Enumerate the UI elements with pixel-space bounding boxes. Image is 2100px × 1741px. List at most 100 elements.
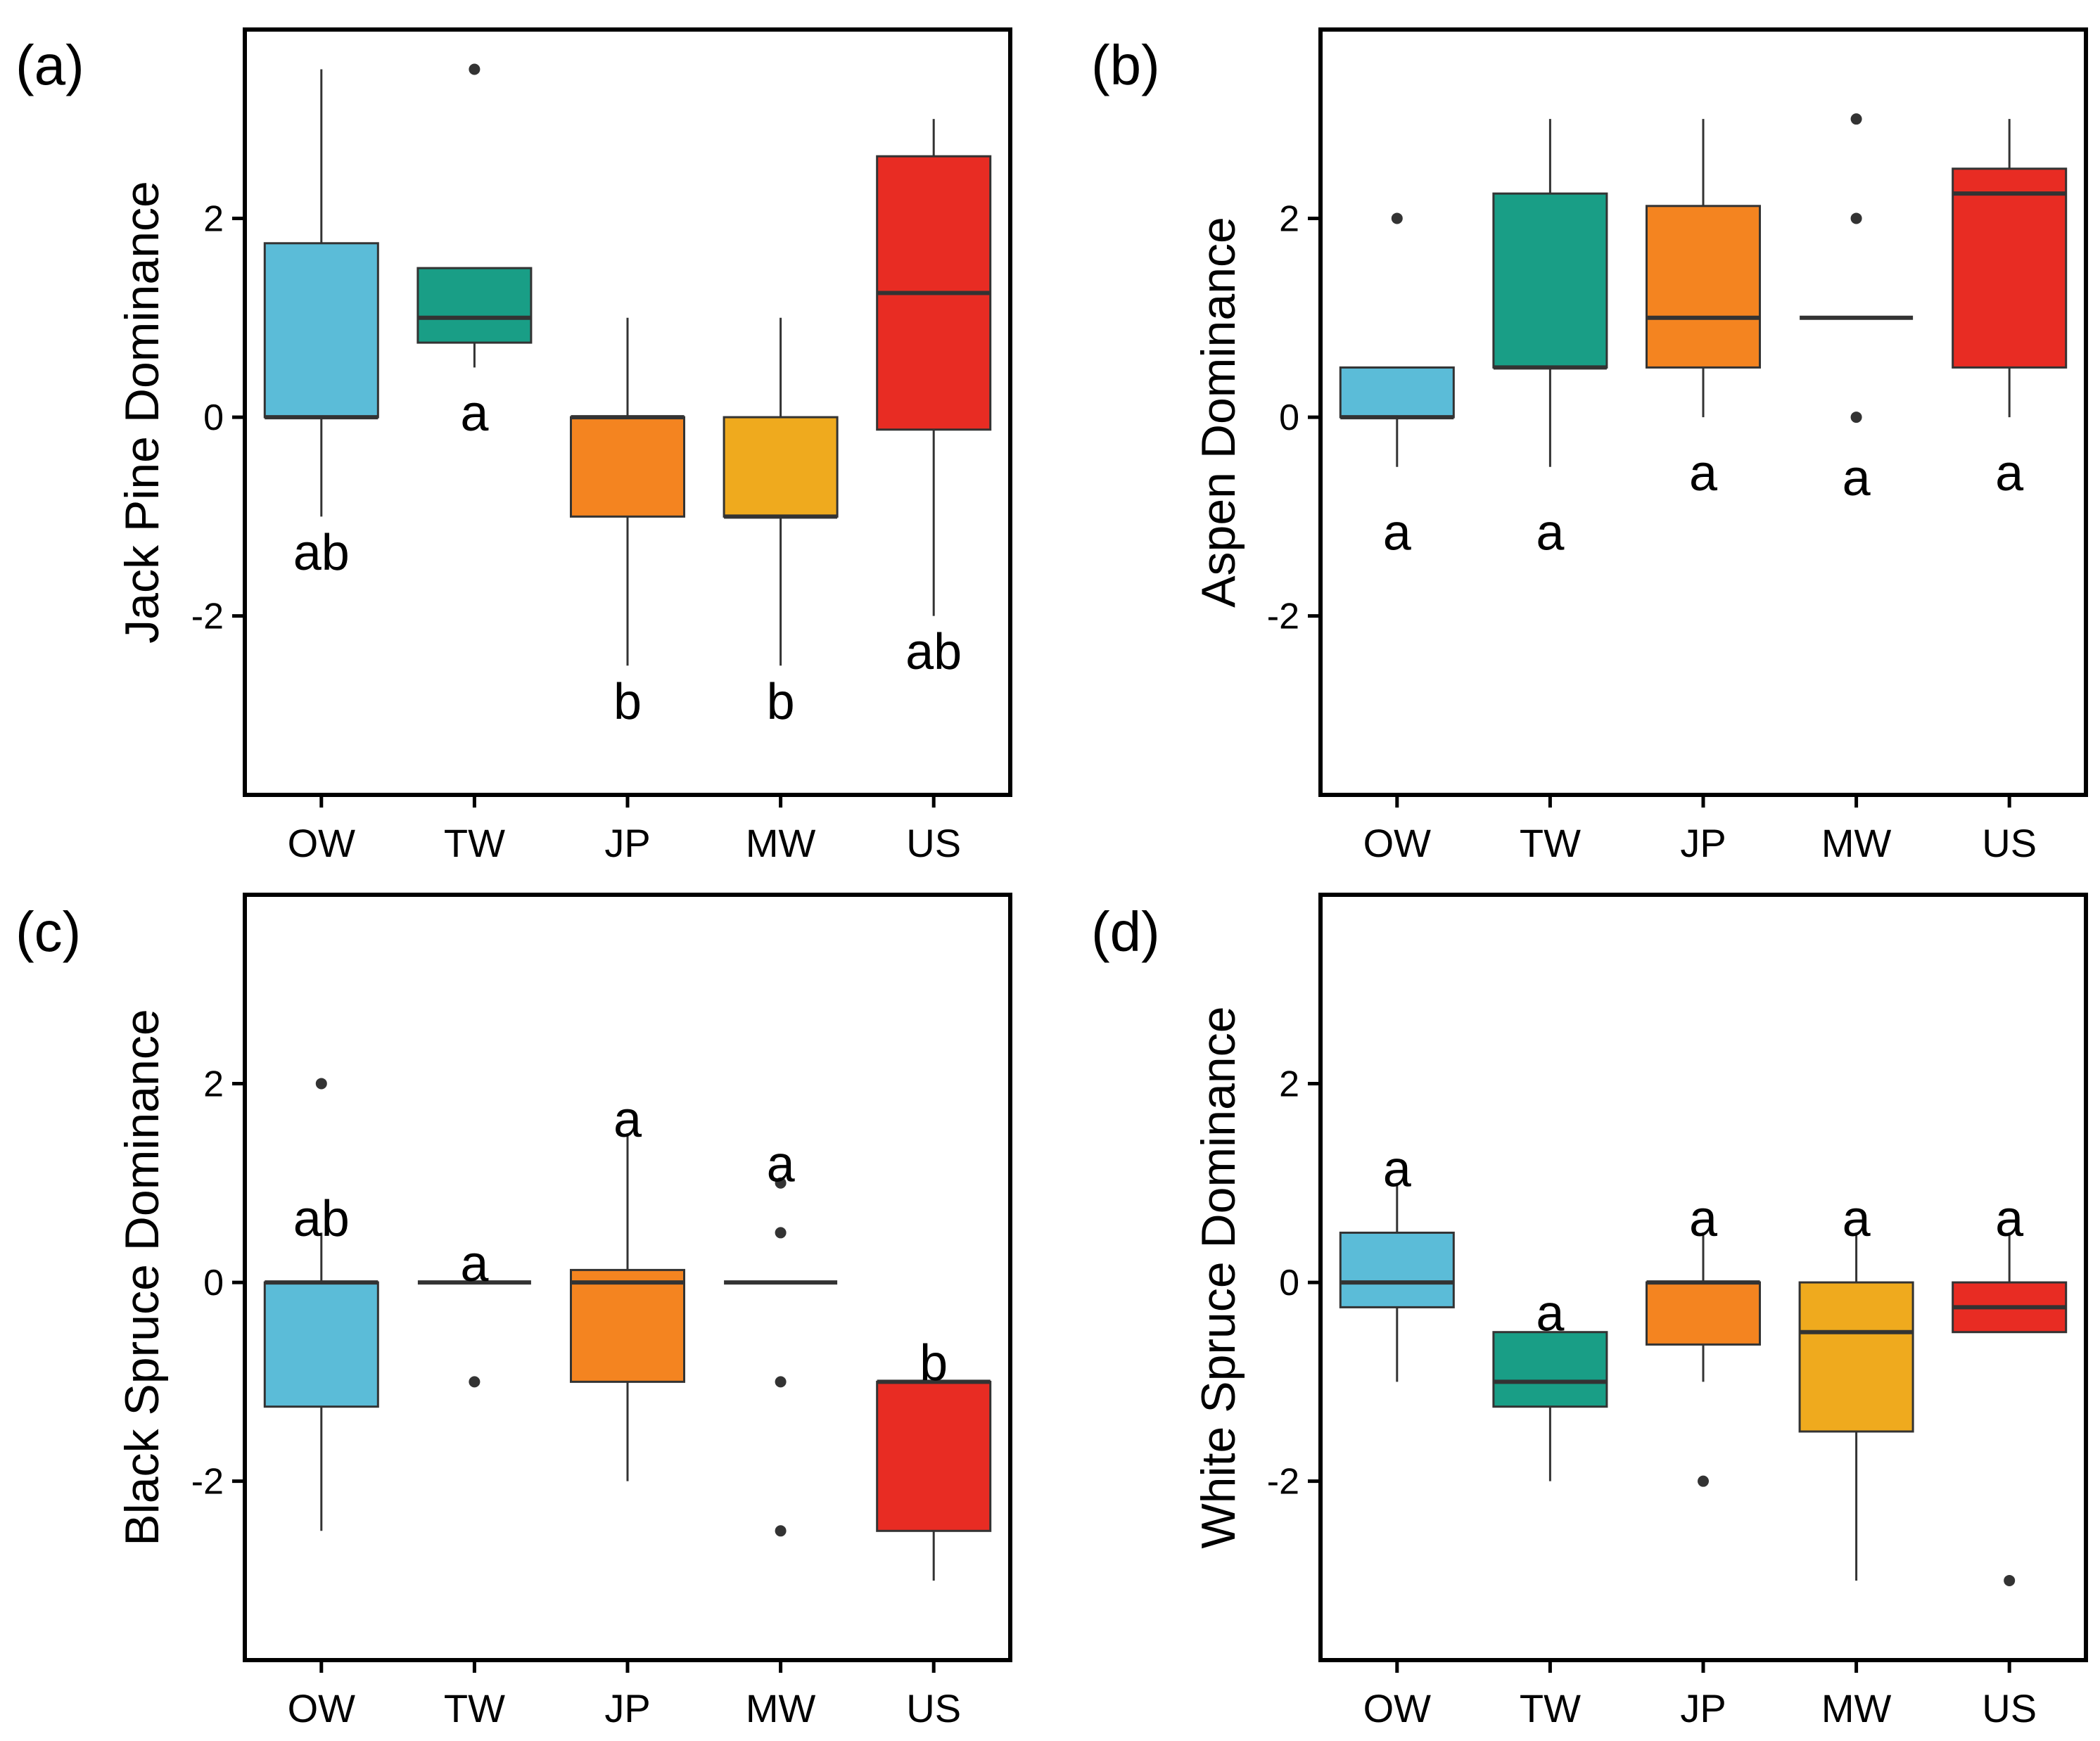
panel-b-tw-significance-letter: a (1536, 505, 1565, 561)
panel-c-x-tick-label-us: US (906, 1686, 961, 1730)
panel-b-y-tick-label: -2 (1267, 597, 1299, 637)
panel-a-mw-box (723, 416, 839, 518)
panel-c-x-tick-label-mw: MW (746, 1686, 816, 1730)
panel-d-us-significance-letter: a (1995, 1191, 2024, 1247)
panel-d-y-tick-label: 2 (1279, 1064, 1299, 1104)
panel-b-ow-box (1339, 366, 1455, 419)
panel-a-tw-box (416, 267, 533, 344)
panel-a-y-tick-label: 0 (203, 397, 224, 438)
panel-d-tw-box (1492, 1331, 1608, 1408)
panel-c-jp-significance-letter: a (613, 1092, 642, 1148)
panel-c-ow-box (263, 1281, 379, 1408)
panel-a-x-tick-label-ow: OW (288, 821, 356, 865)
panel-c-ow-significance-letter: ab (293, 1191, 350, 1247)
panel-c-y-tick-label: 0 (203, 1263, 224, 1303)
panel-d-x-tick-label-tw: TW (1520, 1686, 1581, 1730)
panel-b-y-tick-label: 2 (1279, 198, 1299, 239)
panel-b-mw-significance-letter: a (1843, 450, 1871, 506)
panel-a-us-significance-letter: ab (905, 624, 962, 680)
panel-d-us-outlier (2004, 1574, 2016, 1586)
panel-b-ow-outlier (1391, 212, 1403, 224)
panel-d-ow-significance-letter: a (1383, 1142, 1412, 1198)
panel-c: (c) Black Spruce Dominance -2 0 2 OW TW JP MW U… (15, 893, 1012, 1730)
panel-b-mw-outlier (1850, 113, 1862, 125)
panel-c-x-tick-label-ow: OW (288, 1686, 356, 1730)
panel-d-mw-box (1798, 1281, 1914, 1433)
panel-b-tw-box (1492, 192, 1608, 369)
panel-a-tw-significance-letter: a (460, 385, 489, 442)
panel-d-ow-box (1339, 1231, 1455, 1308)
panel-b-jp-box (1645, 205, 1762, 369)
panel-b: (b) Aspen Dominance -2 0 2 OW TW JP MW US a a a a a (1091, 27, 2088, 865)
panel-a-label: (a) (15, 34, 84, 96)
panel-b-mw-outlier (1850, 212, 1862, 224)
panel-d-y-axis-label: White Spruce Dominance (1192, 1006, 1245, 1548)
panel-a-ow-significance-letter: ab (293, 525, 350, 581)
panel-b-ow-significance-letter: a (1383, 505, 1412, 561)
panel-d-y-tick-label: -2 (1267, 1462, 1299, 1503)
panel-a-ow-box (263, 242, 379, 419)
panel-a-tw-outlier (469, 63, 481, 75)
panel-b-x-tick-label-us: US (1982, 821, 2037, 865)
panel-c-mw-outlier (775, 1525, 787, 1537)
panel-b-plot: -2 0 2 OW TW JP MW US a a a a a (1267, 113, 2068, 865)
panel-b-us-significance-letter: a (1995, 445, 2024, 502)
panel-c-mw-outlier (775, 1177, 787, 1189)
panel-b-x-tick-label-ow: OW (1363, 821, 1432, 865)
panel-a-frame (243, 27, 1012, 797)
panel-d-x-tick-label-jp: JP (1680, 1686, 1726, 1730)
panel-b-y-axis-label: Aspen Dominance (1192, 217, 1245, 608)
panel-a-jp-significance-letter: b (613, 674, 642, 730)
panel-c-y-tick-label: -2 (191, 1462, 224, 1503)
panel-b-jp-significance-letter: a (1689, 445, 1718, 502)
panel-a-mw-significance-letter: b (767, 674, 795, 730)
panel-d-jp-significance-letter: a (1689, 1191, 1718, 1247)
panel-a-y-tick-label: 2 (203, 198, 224, 239)
panel-b-us-box (1952, 167, 2068, 369)
panel-c-y-axis-label: Black Spruce Dominance (115, 1009, 169, 1545)
panel-c-us-significance-letter: b (919, 1335, 948, 1391)
panel-a-y-tick-label: -2 (191, 597, 224, 637)
panel-b-x-tick-label-tw: TW (1520, 821, 1581, 865)
panel-d-tw-significance-letter: a (1536, 1285, 1565, 1341)
panel-c-x-tick-label-tw: TW (444, 1686, 505, 1730)
panel-d-jp-box (1645, 1281, 1762, 1346)
panel-c-ow-outlier (315, 1078, 327, 1090)
panel-c-tw-significance-letter: a (460, 1236, 489, 1292)
panel-c-label: (c) (15, 900, 81, 963)
panel-a-jp-box (569, 416, 686, 518)
panel-d-x-tick-label-mw: MW (1821, 1686, 1892, 1730)
panel-d-plot: -2 0 2 OW TW JP MW US a a a a a (1267, 1064, 2068, 1730)
panel-d-x-tick-label-us: US (1982, 1686, 2037, 1730)
panel-d-jp-outlier (1698, 1475, 1709, 1487)
panel-b-x-tick-label-jp: JP (1680, 821, 1726, 865)
panel-d: (d) White Spruce Dominance -2 0 2 OW TW JP MW U… (1091, 893, 2088, 1730)
panel-a-x-tick-label-jp: JP (604, 821, 650, 865)
panel-b-x-tick-label-mw: MW (1821, 821, 1892, 865)
panel-a-y-axis-label: Jack Pine Dominance (115, 181, 169, 644)
panel-b-frame (1318, 27, 2088, 797)
panel-a-x-tick-label-tw: TW (444, 821, 505, 865)
panel-d-y-tick-label: 0 (1279, 1263, 1299, 1303)
panel-b-mw-outlier (1850, 412, 1862, 423)
panel-b-label: (b) (1091, 34, 1160, 96)
panel-d-label: (d) (1091, 900, 1160, 963)
panel-a-x-tick-label-us: US (906, 821, 961, 865)
panel-c-x-tick-label-jp: JP (604, 1686, 650, 1730)
panel-b-y-tick-label: 0 (1279, 397, 1299, 438)
panel-c-mw-outlier (775, 1227, 787, 1239)
panel-c-y-tick-label: 2 (203, 1064, 224, 1104)
panel-c-tw-outlier (469, 1376, 481, 1388)
panel-c-jp-box (569, 1268, 686, 1383)
panel-a-x-tick-label-mw: MW (746, 821, 816, 865)
panel-c-mw-significance-letter: a (767, 1137, 796, 1193)
panel-c-us-box (876, 1380, 992, 1532)
panel-d-mw-significance-letter: a (1843, 1191, 1871, 1247)
panel-d-x-tick-label-ow: OW (1363, 1686, 1432, 1730)
panel-c-frame (243, 893, 1012, 1662)
panel-d-frame (1318, 893, 2088, 1662)
